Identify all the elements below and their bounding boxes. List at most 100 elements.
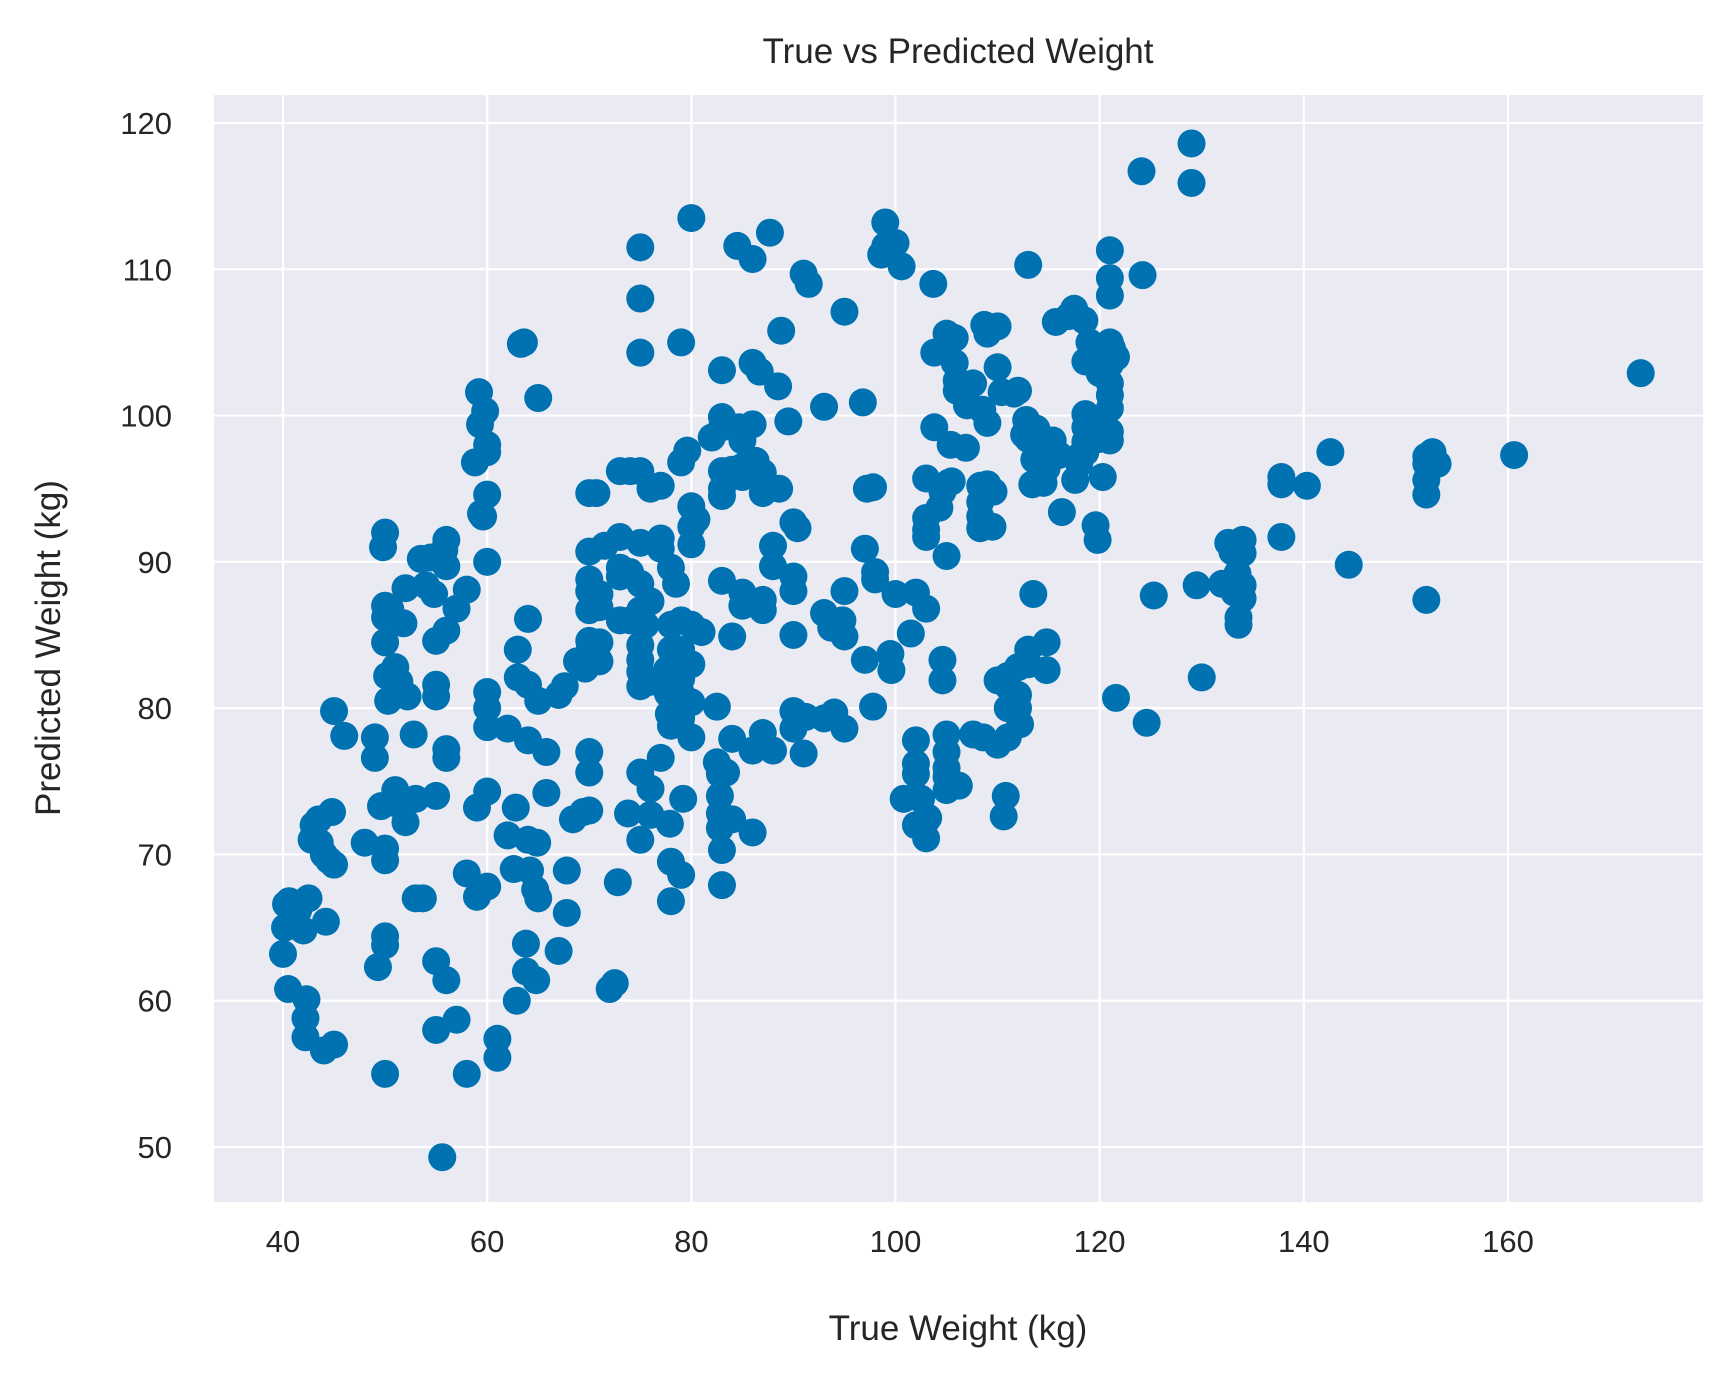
x-tick-label: 60 [470, 1224, 504, 1259]
data-point [707, 356, 736, 385]
data-point [626, 338, 655, 367]
data-point [718, 622, 747, 651]
data-point [575, 758, 604, 787]
data-point [702, 692, 731, 721]
data-point [1412, 480, 1441, 509]
data-point [371, 518, 400, 547]
data-point [432, 552, 461, 581]
x-tick-label: 120 [1074, 1224, 1126, 1259]
data-point [311, 907, 340, 936]
data-point [1095, 236, 1124, 265]
data-point [399, 720, 428, 749]
x-axis-tick-labels: 40 60 80 100 120 140 160 [266, 1224, 1534, 1259]
data-point [330, 721, 359, 750]
data-point [1423, 449, 1452, 478]
data-point [765, 474, 794, 503]
data-point [422, 781, 451, 810]
data-point [522, 966, 551, 995]
data-point [677, 723, 706, 752]
data-point [919, 269, 948, 298]
data-point [759, 736, 787, 765]
data-point [718, 805, 747, 834]
data-point [1316, 438, 1345, 467]
data-point [631, 610, 660, 639]
data-point [1102, 683, 1130, 712]
data-point [360, 723, 389, 752]
data-point [937, 467, 966, 496]
data-point [707, 566, 736, 595]
x-tick-label: 100 [870, 1224, 922, 1259]
data-point [682, 505, 711, 534]
data-point [428, 1143, 457, 1172]
data-point [600, 969, 629, 998]
data-point [912, 522, 941, 551]
data-point [859, 692, 888, 721]
data-point [289, 916, 318, 945]
data-point [320, 850, 349, 879]
data-point [901, 759, 930, 788]
data-point [1177, 129, 1206, 158]
data-point [320, 697, 349, 726]
data-point [532, 778, 561, 807]
y-tick-label: 100 [120, 399, 172, 434]
data-point [514, 604, 542, 633]
data-point [1019, 580, 1048, 609]
data-point [452, 859, 481, 888]
data-point [707, 482, 736, 511]
data-point [1132, 708, 1161, 737]
data-point [626, 825, 655, 854]
x-tick-label: 140 [1278, 1224, 1330, 1259]
data-point [877, 656, 906, 685]
data-point [830, 622, 859, 651]
data-point [951, 433, 980, 462]
data-point [673, 436, 702, 465]
data-point [989, 802, 1018, 831]
data-point [473, 547, 502, 576]
data-point [1014, 250, 1043, 279]
data-point [585, 593, 614, 622]
data-point [401, 784, 430, 813]
y-tick-label: 50 [138, 1130, 172, 1165]
data-point [646, 743, 675, 772]
data-point [940, 324, 969, 353]
data-point [932, 542, 961, 571]
data-point [509, 328, 538, 357]
data-point [655, 809, 684, 838]
data-point [511, 929, 540, 958]
data-point [452, 1059, 481, 1088]
data-point [707, 836, 736, 865]
data-point [294, 884, 323, 913]
x-axis-label: True Weight (kg) [829, 1309, 1088, 1348]
x-tick-label: 40 [266, 1224, 300, 1259]
y-axis-tick-labels: 50 60 70 80 90 100 110 120 [120, 106, 172, 1165]
data-point [1334, 550, 1363, 579]
data-point [881, 580, 910, 609]
data-point [1128, 261, 1157, 290]
data-point [636, 587, 665, 616]
data-point [473, 480, 502, 509]
data-point [973, 408, 1002, 437]
data-point [959, 369, 988, 398]
data-point [320, 1030, 349, 1059]
data-point [1224, 610, 1253, 639]
y-axis-label: Predicted Weight (kg) [29, 480, 68, 816]
data-point [1083, 525, 1112, 554]
data-point [1095, 394, 1124, 423]
data-point [848, 388, 877, 417]
data-point [1228, 584, 1257, 613]
data-point [614, 799, 643, 828]
data-point [523, 828, 552, 857]
data-point [1139, 581, 1168, 610]
data-point [1047, 498, 1076, 527]
data-point [544, 936, 573, 965]
data-point [738, 245, 767, 274]
data-point [502, 986, 531, 1015]
data-point [469, 502, 498, 531]
data-point [1500, 441, 1529, 470]
data-point [575, 738, 604, 767]
y-tick-label: 90 [138, 545, 172, 580]
data-point [944, 771, 973, 800]
data-point [391, 808, 420, 837]
